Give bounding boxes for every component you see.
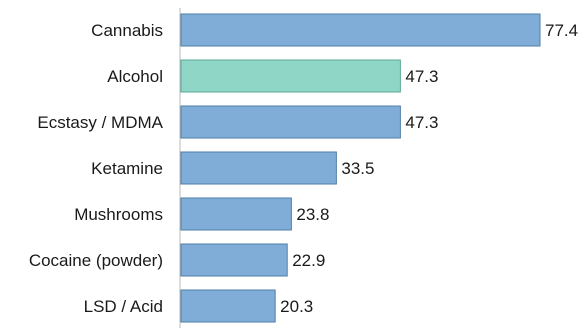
bar-cannabis bbox=[180, 13, 541, 47]
bar-ecstasy-mdma bbox=[180, 105, 401, 139]
bar-lsd-acid bbox=[180, 289, 276, 323]
value-label: 20.3 bbox=[280, 297, 313, 316]
value-label: 33.5 bbox=[341, 159, 374, 178]
category-label: Cocaine (powder) bbox=[29, 251, 163, 270]
value-label: 77.4 bbox=[545, 21, 578, 40]
value-label: 47.3 bbox=[405, 113, 438, 132]
bar-cocaine-powder bbox=[180, 243, 288, 277]
bar-mushrooms bbox=[180, 197, 292, 231]
category-label: LSD / Acid bbox=[84, 297, 163, 316]
category-label: Alcohol bbox=[107, 67, 163, 86]
category-label: Mushrooms bbox=[74, 205, 163, 224]
bar-ketamine bbox=[180, 151, 337, 185]
value-label: 47.3 bbox=[405, 67, 438, 86]
category-label: Ketamine bbox=[91, 159, 163, 178]
category-label: Cannabis bbox=[91, 21, 163, 40]
value-label: 23.8 bbox=[296, 205, 329, 224]
bar-alcohol bbox=[180, 59, 401, 93]
value-label: 22.9 bbox=[292, 251, 325, 270]
category-label: Ecstasy / MDMA bbox=[37, 113, 163, 132]
